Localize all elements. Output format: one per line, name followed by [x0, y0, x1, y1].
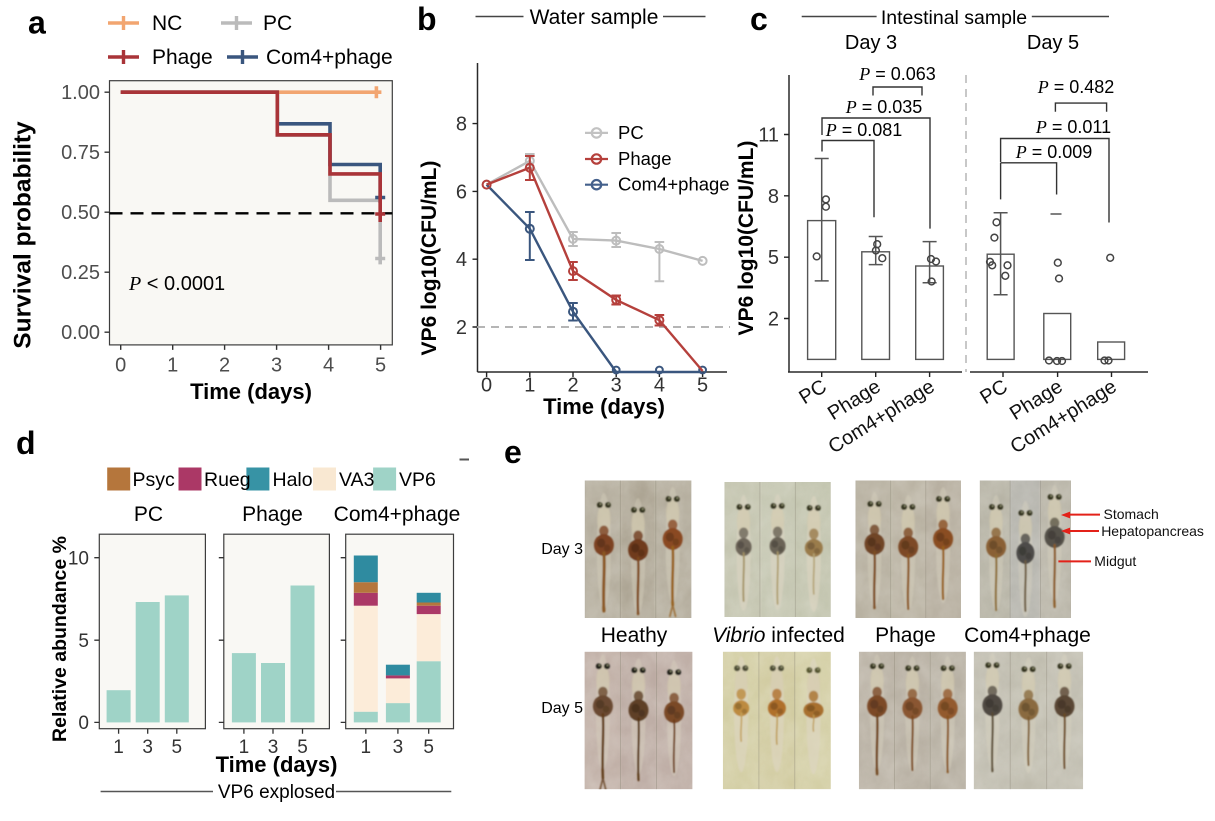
svg-text:Rueg: Rueg: [204, 469, 251, 491]
svg-text:1: 1: [524, 375, 535, 397]
svg-text:4: 4: [323, 355, 334, 377]
svg-text:0: 0: [115, 355, 126, 377]
svg-text:0.00: 0.00: [61, 322, 100, 344]
svg-text:8: 8: [768, 186, 779, 208]
svg-text:Vibrio infected: Vibrio infected: [712, 624, 845, 647]
svg-text:b: b: [417, 1, 437, 37]
svg-text:1: 1: [113, 737, 124, 758]
svg-text:0: 0: [481, 375, 492, 397]
svg-text:4: 4: [654, 375, 665, 397]
svg-text:Intestinal sample: Intestinal sample: [881, 7, 1027, 29]
svg-text:Psyc: Psyc: [133, 469, 176, 491]
svg-text:Phage: Phage: [875, 624, 936, 647]
svg-text:2: 2: [567, 375, 578, 397]
svg-text:a: a: [28, 5, 46, 41]
svg-text:6: 6: [456, 181, 467, 203]
svg-text:5: 5: [697, 375, 708, 397]
svg-text:P = 0.011: P = 0.011: [1035, 117, 1111, 137]
svg-text:PC: PC: [618, 122, 644, 143]
svg-text:c: c: [750, 1, 768, 37]
svg-text:Day 5: Day 5: [541, 700, 583, 717]
svg-text:Phage: Phage: [242, 503, 303, 526]
svg-text:5: 5: [78, 631, 89, 652]
svg-text:VA3: VA3: [339, 469, 374, 491]
svg-text:e: e: [504, 434, 522, 470]
svg-text:5: 5: [423, 737, 434, 758]
svg-text:0.25: 0.25: [61, 262, 100, 284]
svg-text:Day 3: Day 3: [541, 541, 583, 558]
svg-text:Time (days): Time (days): [543, 394, 665, 419]
svg-text:3: 3: [271, 355, 282, 377]
svg-text:Com4+phage: Com4+phage: [618, 174, 730, 195]
svg-text:0: 0: [78, 713, 89, 734]
svg-text:VP6: VP6: [399, 469, 436, 491]
svg-text:VP6 log10(CFU/mL): VP6 log10(CFU/mL): [418, 161, 441, 356]
svg-text:Heathy: Heathy: [601, 624, 668, 647]
svg-text:Com4+phage: Com4+phage: [266, 46, 393, 69]
svg-text:4: 4: [456, 249, 467, 271]
svg-text:PC: PC: [795, 376, 830, 409]
svg-text:NC: NC: [152, 12, 182, 35]
svg-text:3: 3: [268, 737, 279, 758]
svg-text:Hepatopancreas: Hepatopancreas: [1101, 523, 1204, 539]
svg-text:Midgut: Midgut: [1094, 553, 1136, 569]
svg-text:Day 5: Day 5: [1027, 32, 1079, 54]
svg-text:PC: PC: [976, 376, 1011, 409]
svg-text:3: 3: [393, 737, 404, 758]
svg-text:d: d: [16, 425, 36, 461]
svg-text:0.50: 0.50: [61, 202, 100, 224]
svg-text:Com4+phage: Com4+phage: [964, 624, 1091, 647]
svg-text:P = 0.081: P = 0.081: [825, 120, 903, 140]
svg-text:P < 0.0001: P < 0.0001: [128, 273, 225, 295]
svg-text:P = 0.482: P = 0.482: [1037, 77, 1115, 97]
svg-text:P = 0.035: P = 0.035: [845, 97, 923, 117]
svg-text:2: 2: [219, 355, 230, 377]
svg-text:1: 1: [361, 737, 372, 758]
svg-text:Halo: Halo: [273, 469, 313, 491]
svg-text:5: 5: [768, 247, 779, 269]
svg-text:P = 0.009: P = 0.009: [1015, 142, 1093, 162]
svg-text:PC: PC: [134, 503, 163, 526]
svg-text:5: 5: [375, 355, 386, 377]
svg-text:10: 10: [68, 548, 89, 569]
svg-text:8: 8: [456, 114, 467, 136]
svg-text:Survival probability: Survival probability: [10, 121, 37, 349]
svg-text:1.00: 1.00: [61, 82, 100, 104]
svg-text:Time (days): Time (days): [190, 379, 312, 404]
svg-text:VP6 log10(CFU/mL): VP6 log10(CFU/mL): [735, 141, 758, 336]
svg-text:VP6 explosed: VP6 explosed: [218, 782, 335, 803]
svg-text:0.75: 0.75: [61, 142, 100, 164]
svg-text:Phage: Phage: [152, 46, 213, 69]
svg-text:1: 1: [239, 737, 250, 758]
svg-text:2: 2: [456, 317, 467, 339]
svg-text:Water sample: Water sample: [530, 6, 659, 29]
svg-text:3: 3: [611, 375, 622, 397]
svg-text:Day 3: Day 3: [845, 32, 897, 54]
svg-text:P = 0.063: P = 0.063: [858, 64, 936, 84]
svg-text:2: 2: [768, 309, 779, 331]
svg-text:Stomach: Stomach: [1104, 506, 1159, 522]
svg-text:1: 1: [167, 355, 178, 377]
svg-text:Time (days): Time (days): [216, 752, 338, 777]
svg-text:11: 11: [758, 125, 779, 147]
svg-text:Relative abundance %: Relative abundance %: [49, 536, 71, 742]
svg-text:PC: PC: [263, 12, 292, 35]
svg-text:Com4+phage: Com4+phage: [334, 503, 461, 526]
svg-text:Phage: Phage: [618, 148, 672, 169]
svg-text:5: 5: [172, 737, 183, 758]
svg-text:5: 5: [297, 737, 308, 758]
svg-text:3: 3: [142, 737, 153, 758]
